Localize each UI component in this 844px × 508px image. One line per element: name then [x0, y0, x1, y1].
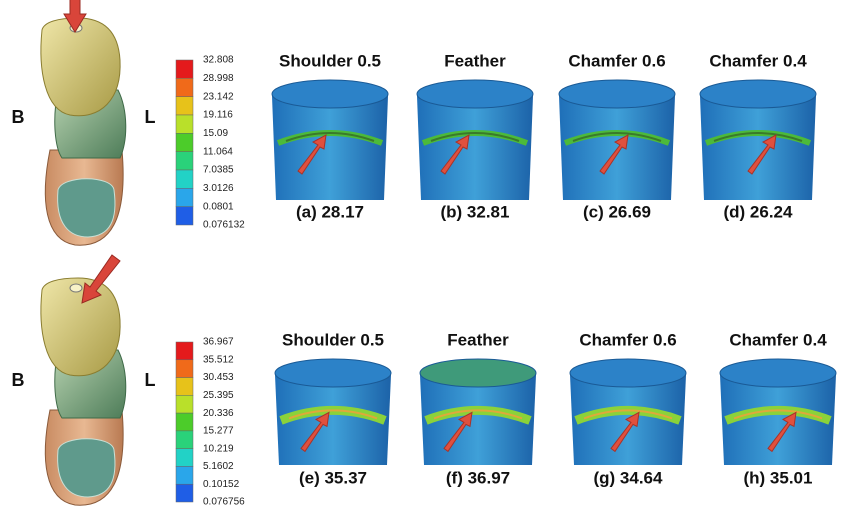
legend-swatch — [176, 413, 193, 431]
legend-label: 36.967 — [203, 337, 234, 348]
legend-label: 0.10152 — [203, 479, 240, 490]
panel-caption: (a) 28.17 — [296, 202, 364, 221]
root-section — [58, 179, 115, 237]
legend-label: 10.219 — [203, 443, 234, 454]
block-top — [272, 80, 388, 108]
figure-row: B L 32.808 28.998 23.142 19.116 15.09 11.064 7.0… — [12, 0, 817, 245]
legend-label: 11.064 — [203, 146, 233, 157]
legend-label: 5.1602 — [203, 461, 234, 472]
legend-swatch — [176, 97, 193, 115]
legend-swatch — [176, 342, 193, 360]
column-title: Shoulder 0.5 — [279, 51, 381, 70]
legend-label: 32.808 — [203, 55, 234, 66]
legend-swatch — [176, 360, 193, 378]
block-body — [417, 96, 533, 200]
legend-label: 0.076756 — [203, 497, 245, 508]
block-top — [720, 359, 836, 387]
legend-swatch — [176, 449, 193, 467]
legend-label: 35.512 — [203, 354, 234, 365]
legend-swatch — [176, 60, 193, 78]
block-body — [700, 96, 816, 200]
load-point — [70, 284, 82, 292]
root-section — [58, 439, 115, 497]
figure: B L 32.808 28.998 23.142 19.116 15.09 11.064 7.0… — [0, 0, 844, 508]
block-top — [570, 359, 686, 387]
lingual-label: L — [145, 107, 156, 127]
crown — [41, 278, 120, 376]
column-title: Shoulder 0.5 — [282, 330, 384, 349]
legend-label: 7.0385 — [203, 165, 234, 176]
legend-swatch — [176, 431, 193, 449]
legend-swatch — [176, 207, 193, 225]
buccal-label: B — [12, 107, 25, 127]
panel-caption: (e) 35.37 — [299, 468, 367, 487]
block-top — [275, 359, 391, 387]
column-title: Feather — [447, 330, 509, 349]
legend-label: 0.0801 — [203, 201, 234, 212]
legend-label: 25.395 — [203, 390, 234, 401]
legend-label: 28.998 — [203, 73, 234, 84]
panel-caption: (b) 32.81 — [441, 202, 510, 221]
legend-label: 20.336 — [203, 408, 234, 419]
legend-swatch — [176, 395, 193, 413]
legend-swatch — [176, 115, 193, 133]
legend-swatch — [176, 133, 193, 151]
figure-row: B L 36.967 35.512 30.453 25.395 20.336 15.277 10… — [12, 255, 837, 508]
legend-swatch — [176, 152, 193, 170]
buccal-label: B — [12, 370, 25, 390]
column-title: Chamfer 0.4 — [729, 330, 827, 349]
legend-label: 19.116 — [203, 110, 233, 121]
block-top — [420, 359, 536, 387]
column-title: Chamfer 0.4 — [709, 51, 807, 70]
legend-swatch — [176, 78, 193, 96]
legend-swatch — [176, 484, 193, 502]
block-top — [700, 80, 816, 108]
legend-label: 3.0126 — [203, 183, 234, 194]
block-body — [559, 96, 675, 200]
crown — [41, 18, 120, 116]
panel-caption: (d) 26.24 — [724, 202, 794, 221]
legend-swatch — [176, 188, 193, 206]
block-body — [272, 96, 388, 200]
legend-label: 15.277 — [203, 426, 234, 437]
panel-caption: (g) 34.64 — [594, 468, 664, 487]
legend-label: 0.076132 — [203, 220, 245, 231]
legend-swatch — [176, 378, 193, 396]
legend-label: 30.453 — [203, 372, 234, 383]
column-title: Chamfer 0.6 — [579, 330, 676, 349]
legend-swatch — [176, 466, 193, 484]
block-top — [417, 80, 533, 108]
block-top — [559, 80, 675, 108]
legend-label: 23.142 — [203, 91, 234, 102]
column-title: Feather — [444, 51, 506, 70]
legend-label: 15.09 — [203, 128, 228, 139]
lingual-label: L — [145, 370, 156, 390]
panel-caption: (h) 35.01 — [744, 468, 813, 487]
panel-caption: (c) 26.69 — [583, 202, 651, 221]
panel-caption: (f) 36.97 — [446, 468, 510, 487]
column-title: Chamfer 0.6 — [568, 51, 665, 70]
legend-swatch — [176, 170, 193, 188]
